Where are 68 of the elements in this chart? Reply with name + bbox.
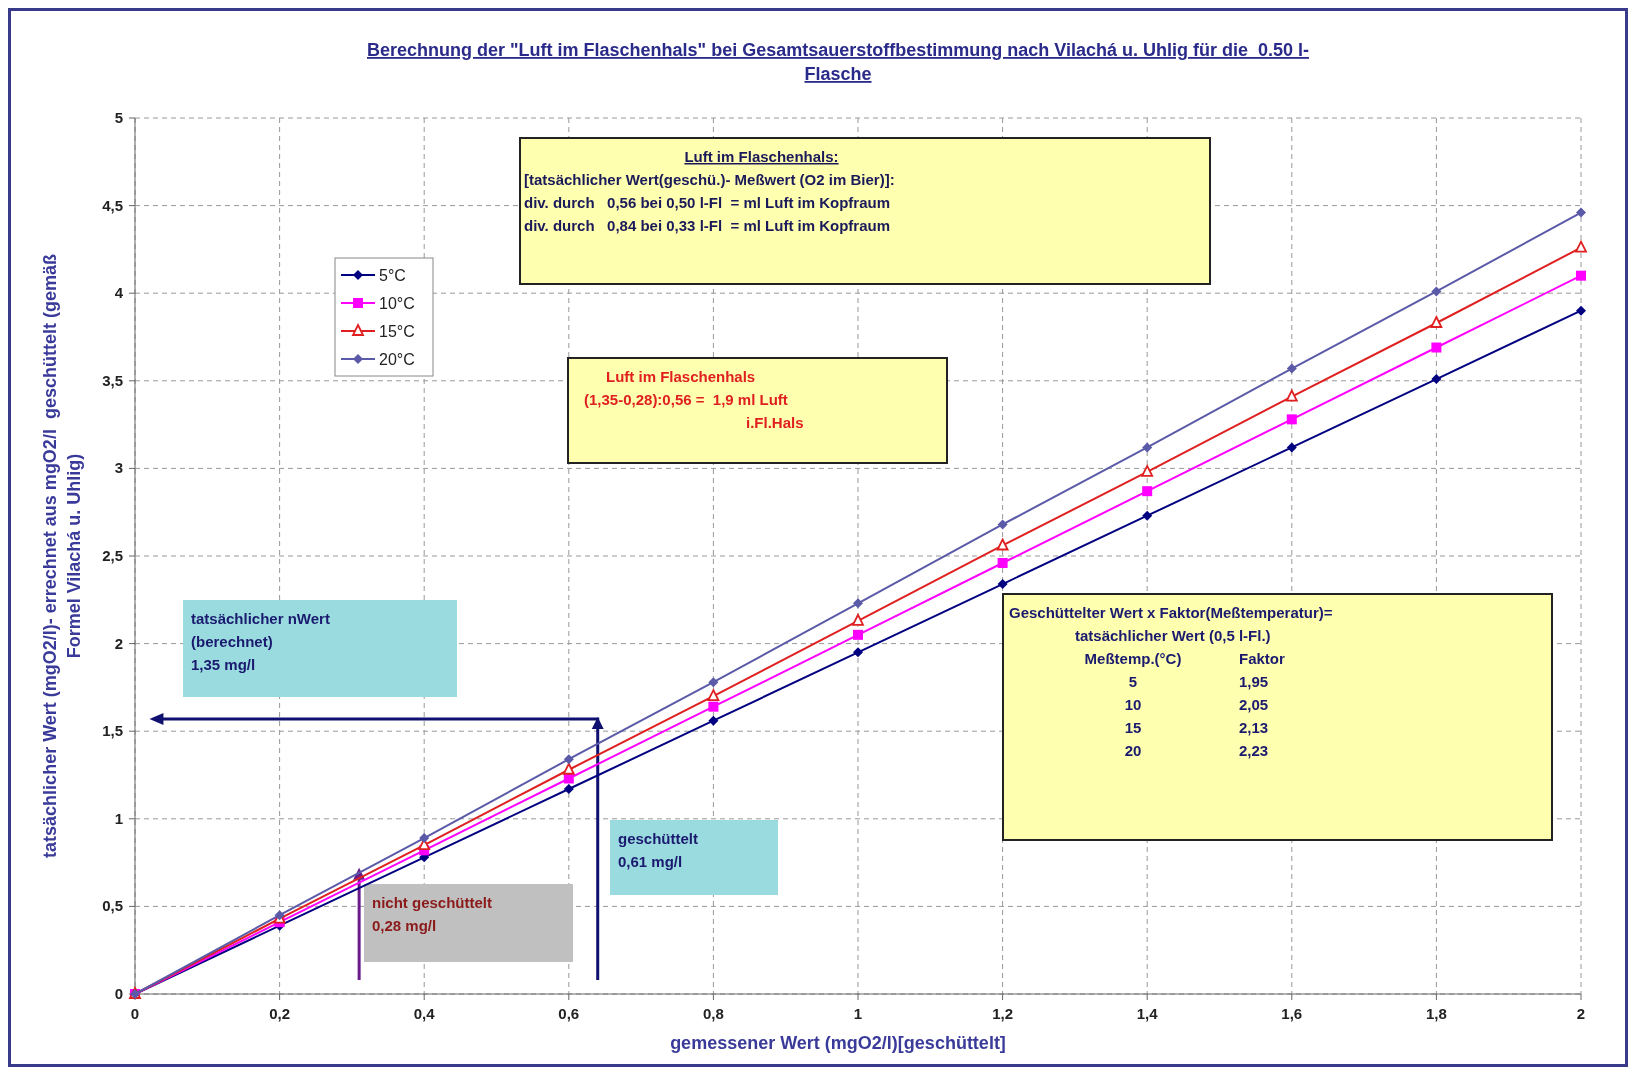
point xyxy=(708,677,719,688)
point xyxy=(708,701,719,712)
x-tick-label: 0,6 xyxy=(558,1005,580,1022)
point xyxy=(853,629,863,640)
y-tick-label: 1,5 xyxy=(102,722,123,740)
point xyxy=(1285,389,1298,402)
y-tick-label: 1 xyxy=(114,809,123,827)
point xyxy=(1142,486,1153,497)
point xyxy=(1431,342,1442,353)
x-tick-label: 1,4 xyxy=(1136,1005,1159,1022)
point xyxy=(1576,207,1586,218)
x-tick-label: 0,2 xyxy=(269,1005,291,1022)
legend-label: 5°C xyxy=(379,267,406,284)
x-tick-label: 2 xyxy=(1576,1005,1586,1022)
y-tick-label: 4,5 xyxy=(102,196,123,214)
chart-title: Berechnung der "Luft im Flaschenhals" bei Gesamtsauerstoffbestimmung nach Vilachá u. Uhlig für die 0.50 l-Flasche xyxy=(367,40,1309,84)
y-tick-label: 5 xyxy=(114,109,123,126)
point xyxy=(1431,374,1442,385)
annotation: geschüttelt 0,61 mg/l xyxy=(618,830,699,870)
annotation: Luft im Flaschenhals: [tatsächlicher Wert(geschü.)- Meßwert (O2 im Bier)]: div. durch 0,56 bei 0,50 l-Fl = ml Luft im Kopfraum div. durch 0,84 bei 0,33 l-Fl = ml Luft im Kopfraum xyxy=(524,148,895,234)
y-tick-label: 0,5 xyxy=(102,897,123,915)
legend-label: 15°C xyxy=(379,323,415,340)
point xyxy=(1431,286,1442,297)
x-tick-label: 1,8 xyxy=(1425,1005,1447,1022)
y-tick-label: 4 xyxy=(114,284,124,302)
point xyxy=(562,762,575,775)
annotation: tatsächlicher nWert (berechnet) 1,35 mg/l xyxy=(191,610,330,673)
point xyxy=(707,689,720,702)
legend-label: 20°C xyxy=(379,351,415,368)
y-tick-label: 2 xyxy=(114,634,123,652)
point xyxy=(997,579,1008,590)
x-tick-label: 0,8 xyxy=(702,1005,724,1022)
point xyxy=(563,784,574,795)
point xyxy=(1430,316,1443,328)
point xyxy=(1142,442,1153,453)
point xyxy=(997,519,1008,530)
x-axis-title: gemessener Wert (mgO2/l)[geschüttelt] xyxy=(670,1033,1006,1053)
legend-label: 10°C xyxy=(379,295,415,312)
x-tick-label: 0,4 xyxy=(413,1005,436,1022)
point xyxy=(1286,442,1297,453)
x-tick-label: 1,2 xyxy=(992,1005,1014,1022)
point xyxy=(1286,363,1297,374)
point xyxy=(1142,510,1153,521)
point xyxy=(1576,270,1586,281)
point xyxy=(1575,240,1587,253)
annotation: nicht geschüttelt 0,28 mg/l xyxy=(372,894,493,934)
text: Geschüttelter Wert x Faktor(Meßtemperatur)= tatsächlicher Wert (0,5 l-Fl.) Meßtemp.(°C) Faktor 5 1,95 10 2,05 15 2,13 20 2,23 xyxy=(1009,604,1333,759)
y-tick-label: 2,5 xyxy=(102,547,123,564)
y-tick-label: 0 xyxy=(114,985,123,1002)
point xyxy=(1576,305,1586,316)
point xyxy=(1286,414,1297,425)
point xyxy=(853,647,863,658)
point xyxy=(997,558,1008,569)
x-tick-label: 1 xyxy=(853,1005,863,1022)
point xyxy=(419,833,430,844)
point xyxy=(852,613,864,626)
y-tick-label: 3 xyxy=(114,459,123,477)
annotation: Luft im Flaschenhals (1,35-0,28):0,56 = 1,9 ml Luft i.Fl.Hals xyxy=(584,368,804,431)
x-tick-label: 0 xyxy=(130,1005,140,1022)
point xyxy=(996,538,1009,551)
x-tick-label: 1,6 xyxy=(1281,1005,1303,1022)
point xyxy=(853,598,863,609)
point xyxy=(563,754,574,765)
point xyxy=(708,715,719,726)
y-tick-label: 3,5 xyxy=(102,371,123,389)
point xyxy=(563,773,574,784)
point xyxy=(1141,465,1154,477)
y-axis-title: tatsächlicher Wert (mgO2/l)- errechnet aus mgO2/l geschüttelt (gemäß Formel Vilachá u. Uhlig) xyxy=(40,254,84,858)
